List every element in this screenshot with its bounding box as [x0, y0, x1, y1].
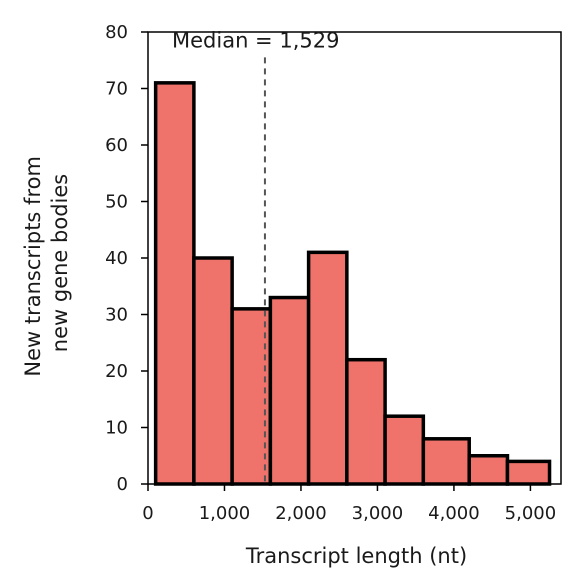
x-tick-label-1: 1,000	[199, 503, 251, 524]
y-axis: 0 10 20 30 40 50 60 70 80	[105, 22, 148, 495]
x-tick-label-4: 4,000	[428, 503, 480, 524]
bar-0	[153, 81, 196, 486]
bar-4	[306, 250, 349, 486]
x-tick-label-2: 2,000	[275, 503, 327, 524]
y-tick-label-3: 30	[105, 305, 128, 326]
x-axis-title: Transcript length (nt)	[245, 544, 467, 568]
y-tick-label-8: 80	[105, 22, 128, 43]
y-tick-label-2: 20	[105, 361, 128, 382]
bar-6	[383, 414, 426, 486]
y-tick-label-0: 0	[117, 474, 128, 495]
x-axis: 0 1,000 2,000 3,000 4,000 5,000	[142, 484, 556, 524]
y-tick-label-7: 70	[105, 79, 128, 100]
y-tick-label-6: 60	[105, 135, 128, 156]
y-axis-title-line-1: New transcripts from	[21, 156, 45, 377]
bar-1	[192, 256, 234, 486]
x-tick-label-3: 3,000	[352, 503, 404, 524]
y-axis-title-line-2: new gene bodies	[48, 174, 72, 352]
y-axis-title: New transcripts from new gene bodies	[21, 149, 72, 376]
bars-group	[153, 81, 552, 486]
bar-3	[268, 295, 311, 486]
bar-8	[467, 454, 510, 486]
median-label: Median = 1,529	[172, 28, 339, 52]
bar-9	[505, 459, 552, 486]
y-tick-label-5: 50	[105, 192, 128, 213]
bar-5	[345, 357, 387, 486]
y-tick-label-1: 10	[105, 418, 128, 439]
bar-7	[421, 437, 471, 486]
x-tick-label-5: 5,000	[505, 503, 557, 524]
y-tick-label-4: 40	[105, 248, 128, 269]
x-tick-label-0: 0	[142, 503, 153, 524]
